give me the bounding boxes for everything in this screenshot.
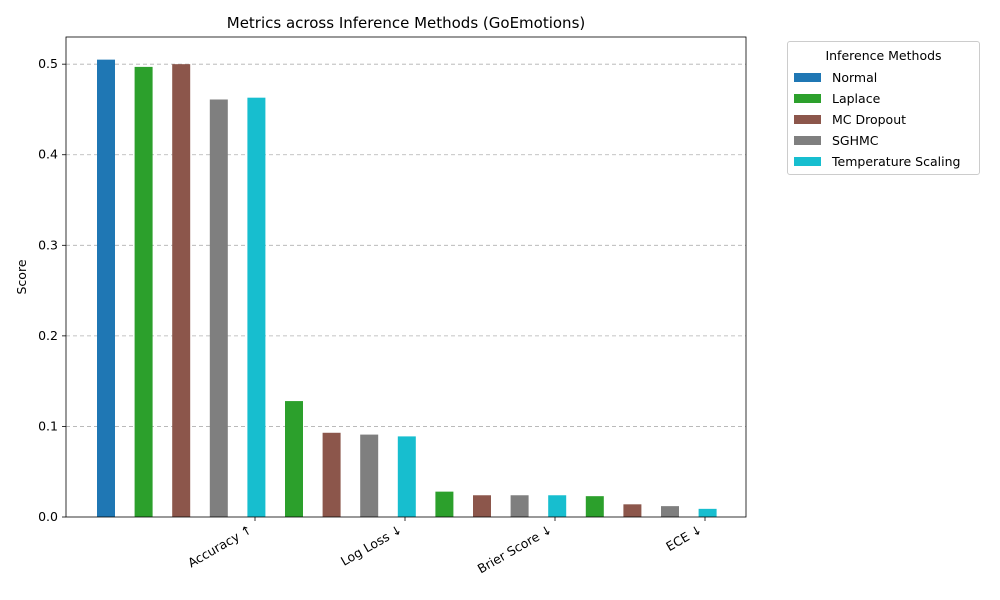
bar-laplace-3 xyxy=(585,496,604,517)
legend-label: SGHMC xyxy=(832,132,879,148)
legend-item: SGHMC xyxy=(794,131,879,149)
bar-laplace-2 xyxy=(435,491,454,517)
legend-swatch xyxy=(794,72,821,82)
bar-temperature-scaling-1 xyxy=(397,436,416,517)
bar-sghmc-1 xyxy=(360,434,379,517)
bar-sghmc-2 xyxy=(510,495,529,517)
bar-temperature-scaling-3 xyxy=(698,508,717,517)
y-tick-label: 0.5 xyxy=(38,56,58,71)
bars xyxy=(97,59,717,518)
legend-label: Laplace xyxy=(832,90,881,106)
x-tick-label: Log Loss ↓ xyxy=(338,522,405,569)
legend-swatch xyxy=(794,114,821,124)
legend-item: Temperature Scaling xyxy=(794,152,960,170)
bar-mc-dropout-2 xyxy=(473,495,491,517)
x-tick-label: Accuracy ↑ xyxy=(185,522,254,571)
y-tick-label: 0.3 xyxy=(38,237,58,252)
legend-item: MC Dropout xyxy=(794,110,906,128)
legend-item: Normal xyxy=(794,68,877,86)
x-tick-label: ECE ↓ xyxy=(663,522,704,554)
bar-temperature-scaling-0 xyxy=(247,97,266,517)
y-axis-label: Score xyxy=(14,259,29,294)
bar-sghmc-0 xyxy=(209,99,228,517)
legend-swatch xyxy=(794,135,821,145)
legend-swatch xyxy=(794,93,821,103)
y-tick-label: 0.2 xyxy=(38,328,58,343)
bar-normal-0 xyxy=(97,59,115,517)
bar-mc-dropout-0 xyxy=(172,64,191,518)
bar-sghmc-3 xyxy=(661,506,679,517)
y-tick-label: 0.0 xyxy=(38,509,58,524)
x-tick-label: Brier Score ↓ xyxy=(475,522,555,577)
bar-mc-dropout-3 xyxy=(623,504,642,517)
chart-title: Metrics across Inference Methods (GoEmot… xyxy=(227,14,585,32)
legend-label: Temperature Scaling xyxy=(832,153,961,169)
bar-mc-dropout-1 xyxy=(322,432,341,517)
legend-label: MC Dropout xyxy=(832,111,907,127)
gridlines xyxy=(66,63,746,427)
y-tick-label: 0.4 xyxy=(38,147,58,162)
legend-item: Laplace xyxy=(794,89,880,107)
legend-title: Inference Methods xyxy=(825,48,942,63)
legend-swatch xyxy=(794,156,821,166)
plot-frame xyxy=(65,36,747,518)
bar-temperature-scaling-2 xyxy=(548,495,567,517)
bar-laplace-0 xyxy=(134,66,153,518)
y-tick-label: 0.1 xyxy=(38,418,58,433)
bar-laplace-1 xyxy=(285,401,303,517)
legend-label: Normal xyxy=(832,69,878,85)
legend: Inference Methods Normal Laplace MC Dropou… xyxy=(787,41,980,175)
